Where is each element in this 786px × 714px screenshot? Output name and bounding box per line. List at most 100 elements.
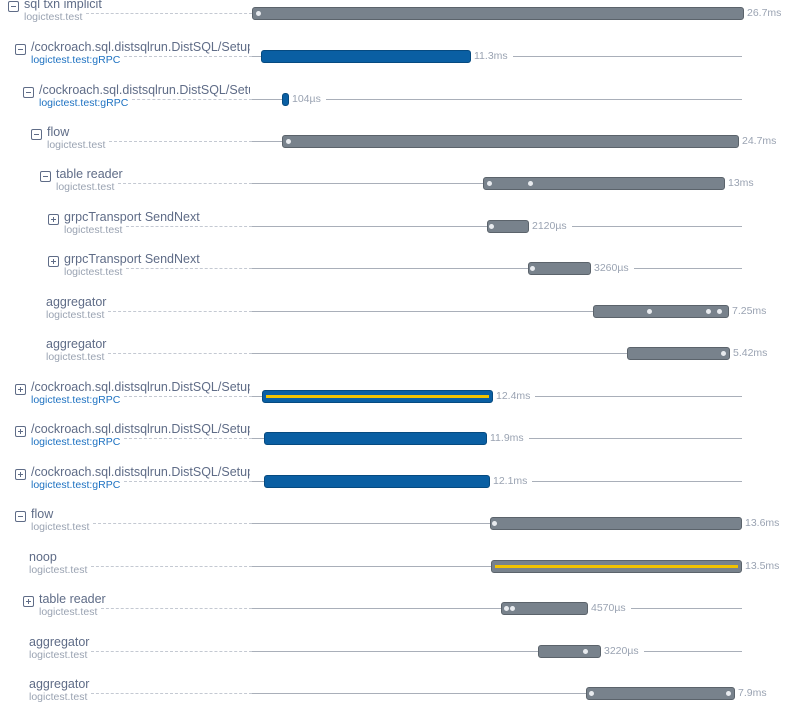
log-marker[interactable] <box>286 139 291 144</box>
span-bar[interactable] <box>261 50 471 63</box>
span-label: /cockroach.sql.distsqlrun.DistSQL/SetupF… <box>0 35 250 77</box>
span-service: logictest.test <box>47 139 106 151</box>
span-bar[interactable] <box>593 305 729 318</box>
connector-dashed <box>124 438 252 439</box>
log-marker[interactable] <box>489 224 494 229</box>
log-marker[interactable] <box>647 309 652 314</box>
span-service: logictest.test <box>29 649 88 661</box>
expand-icon[interactable] <box>48 214 59 225</box>
span-row[interactable]: aggregator logictest.test 5.42ms <box>0 332 786 374</box>
span-row[interactable]: grpcTransport SendNext logictest.test 3260… <box>0 247 786 289</box>
span-bar[interactable] <box>483 177 725 190</box>
span-row[interactable]: aggregator logictest.test 7.25ms <box>0 290 786 332</box>
span-duration: 5.42ms <box>733 347 768 359</box>
span-label: aggregator logictest.test <box>0 630 250 672</box>
connector-line <box>252 56 261 57</box>
span-bar[interactable] <box>528 262 591 275</box>
log-marker[interactable] <box>510 606 515 611</box>
span-bar[interactable] <box>501 602 588 615</box>
log-marker[interactable] <box>492 521 497 526</box>
span-bar[interactable] <box>252 7 744 20</box>
span-row[interactable]: /cockroach.sql.distsqlrun.DistSQL/SetupF… <box>0 35 786 77</box>
collapse-icon[interactable] <box>15 511 26 522</box>
span-title: /cockroach.sql.distsqlrun.DistSQL/SetupF… <box>39 83 250 97</box>
expand-icon[interactable] <box>48 256 59 267</box>
span-row[interactable]: /cockroach.sql.distsqlrun.DistSQL/SetupF… <box>0 417 786 459</box>
span-row[interactable]: /cockroach.sql.distsqlrun.DistSQL/SetupF… <box>0 460 786 502</box>
highlight-line <box>495 565 738 568</box>
span-bar[interactable] <box>264 475 490 488</box>
span-row[interactable]: noop logictest.test 13.5ms <box>0 545 786 587</box>
connector-line <box>252 183 483 184</box>
span-bar[interactable] <box>282 135 739 148</box>
span-duration: 3260µs <box>594 262 629 274</box>
log-marker[interactable] <box>487 181 492 186</box>
connector-line <box>252 651 538 652</box>
span-bar[interactable] <box>282 93 289 106</box>
span-duration: 26.7ms <box>747 7 782 19</box>
expand-icon[interactable] <box>15 384 26 395</box>
span-label: table reader logictest.test <box>0 162 250 204</box>
span-title: /cockroach.sql.distsqlrun.DistSQL/SetupF… <box>31 422 250 436</box>
span-bar[interactable] <box>264 432 487 445</box>
collapse-icon[interactable] <box>23 87 34 98</box>
connector-dashed <box>91 693 252 694</box>
span-service: logictest.test <box>46 351 105 363</box>
span-title: table reader <box>39 592 106 606</box>
span-row[interactable]: table reader logictest.test 4570µs <box>0 587 786 629</box>
log-marker[interactable] <box>721 351 726 356</box>
log-marker[interactable] <box>530 266 535 271</box>
span-row[interactable]: grpcTransport SendNext logictest.test 2120… <box>0 205 786 247</box>
connector-dashed <box>126 268 252 269</box>
log-marker[interactable] <box>706 309 711 314</box>
log-marker[interactable] <box>256 11 261 16</box>
log-marker[interactable] <box>726 691 731 696</box>
span-row[interactable]: aggregator logictest.test 7.9ms <box>0 672 786 714</box>
collapse-icon[interactable] <box>8 1 19 12</box>
connector-dashed <box>91 651 252 652</box>
log-marker[interactable] <box>504 606 509 611</box>
log-marker[interactable] <box>528 181 533 186</box>
span-bar[interactable] <box>586 687 735 700</box>
span-bar[interactable] <box>538 645 601 658</box>
span-service: logictest.test <box>31 521 90 533</box>
span-duration: 12.1ms <box>493 475 528 487</box>
span-bar[interactable] <box>490 517 742 530</box>
connector-dashed <box>118 183 252 184</box>
expand-icon[interactable] <box>23 596 34 607</box>
span-row[interactable]: flow logictest.test 13.6ms <box>0 502 786 544</box>
span-label: table reader logictest.test <box>0 587 250 629</box>
span-row[interactable]: sql txn implicit logictest.test 26.7ms <box>0 0 786 34</box>
span-title: aggregator <box>46 337 107 351</box>
timeline-line <box>513 56 742 57</box>
span-row[interactable]: aggregator logictest.test 3220µs <box>0 630 786 672</box>
span-label: aggregator logictest.test <box>0 672 250 714</box>
span-duration: 7.25ms <box>732 305 767 317</box>
log-marker[interactable] <box>589 691 594 696</box>
span-service: logictest.test <box>24 11 83 23</box>
span-label: sql txn implicit logictest.test <box>0 0 250 34</box>
log-marker[interactable] <box>583 649 588 654</box>
collapse-icon[interactable] <box>31 129 42 140</box>
span-row[interactable]: flow logictest.test 24.7ms <box>0 120 786 162</box>
expand-icon[interactable] <box>15 426 26 437</box>
expand-icon[interactable] <box>15 469 26 480</box>
span-label: aggregator logictest.test <box>0 332 250 374</box>
span-service: logictest.test <box>46 309 105 321</box>
log-marker[interactable] <box>717 309 722 314</box>
span-bar[interactable] <box>627 347 730 360</box>
span-service: logictest.test:gRPC <box>31 394 121 406</box>
span-bar[interactable] <box>487 220 529 233</box>
span-row[interactable]: table reader logictest.test 13ms <box>0 162 786 204</box>
collapse-icon[interactable] <box>40 171 51 182</box>
span-service: logictest.test:gRPC <box>31 436 121 448</box>
span-row[interactable]: /cockroach.sql.distsqlrun.DistSQL/SetupF… <box>0 78 786 120</box>
connector-line <box>252 99 282 100</box>
span-service: logictest.test:gRPC <box>39 97 129 109</box>
connector-dashed <box>108 311 252 312</box>
span-bar[interactable] <box>491 560 742 573</box>
span-bar[interactable] <box>262 390 493 403</box>
connector-dashed <box>132 99 252 100</box>
collapse-icon[interactable] <box>15 44 26 55</box>
span-row[interactable]: /cockroach.sql.distsqlrun.DistSQL/SetupF… <box>0 375 786 417</box>
